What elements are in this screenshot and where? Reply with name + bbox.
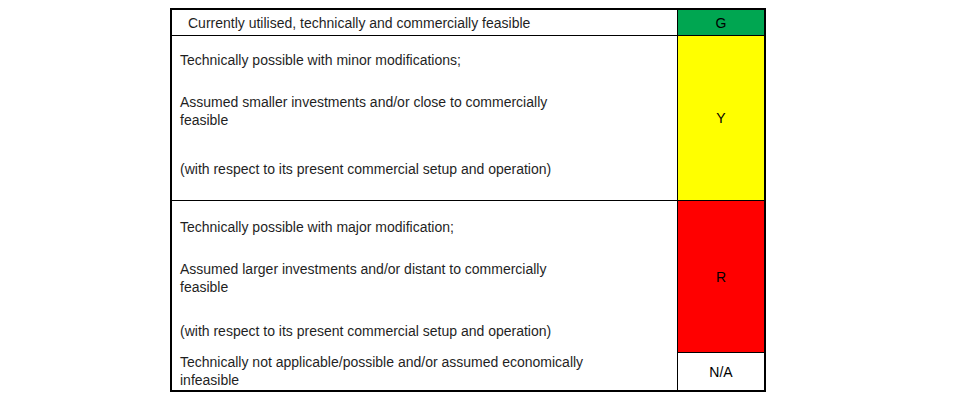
table-row-red-na: Technically possible with major modifica…	[172, 201, 764, 390]
rating-column-red-na: R N/A	[678, 201, 764, 390]
rating-code-green: G	[716, 15, 727, 31]
rating-cell-yellow: Y	[678, 36, 764, 200]
rating-cell-red: R	[678, 201, 764, 353]
page: Currently utilised, technically and comm…	[0, 0, 974, 404]
rating-code-red: R	[716, 269, 726, 285]
description-text-na: Technically not applicable/possible and/…	[172, 353, 677, 389]
description-cell-yellow: Technically possible with minor modifica…	[172, 36, 678, 200]
table-row-yellow: Technically possible with minor modifica…	[172, 36, 764, 201]
description-text-yellow-2: Assumed smaller investments and/or close…	[172, 93, 677, 129]
description-text-yellow-3: (with respect to its present commercial …	[172, 160, 677, 178]
description-text-green: Currently utilised, technically and comm…	[180, 14, 530, 32]
description-cell-green: Currently utilised, technically and comm…	[172, 10, 678, 35]
description-text-red-2: Assumed larger investments and/or distan…	[172, 260, 677, 296]
description-cell-red-na: Technically possible with major modifica…	[172, 201, 678, 390]
rating-code-yellow: Y	[716, 110, 725, 126]
rating-cell-green: G	[678, 10, 764, 35]
rating-cell-na: N/A	[678, 353, 764, 390]
description-text-red-3: (with respect to its present commercial …	[172, 322, 677, 340]
rating-code-na: N/A	[709, 364, 732, 380]
description-text-red-1: Technically possible with major modifica…	[172, 218, 677, 236]
table-row-green: Currently utilised, technically and comm…	[172, 10, 764, 36]
feasibility-legend-table: Currently utilised, technically and comm…	[170, 8, 766, 392]
description-text-yellow-1: Technically possible with minor modifica…	[172, 51, 677, 69]
